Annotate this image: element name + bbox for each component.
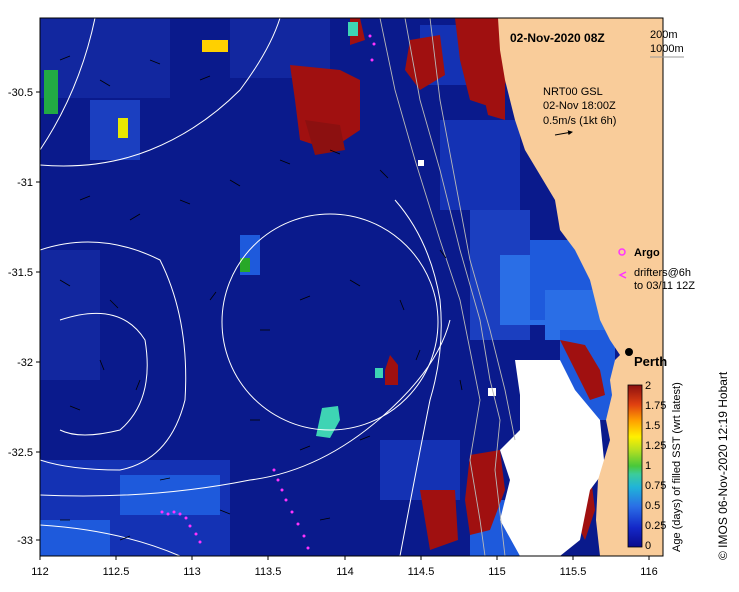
colorbar-title: Age (days) of filled SST (wrt latest) [671, 382, 683, 552]
x-tick-label: 114 [336, 566, 354, 578]
x-tick-label: 116 [640, 566, 658, 578]
drifters-legend-range: to 03/11 12Z [634, 280, 695, 292]
colorbar-tick: 0.75 [645, 480, 666, 492]
x-tick-label: 112.5 [103, 566, 130, 578]
perth-label: Perth [634, 354, 667, 369]
colorbar-tick: 0 [645, 540, 651, 552]
current-scale-label: 0.5m/s (1kt 6h) [543, 115, 616, 127]
colorbar-labels: 0 0.25 0.5 0.75 1 1.25 1.5 1.75 2 [645, 380, 666, 552]
colorbar-tick: 1.75 [645, 400, 666, 412]
colorbar [627, 384, 643, 548]
imos-credit: © IMOS 06-Nov-2020 12:19 Hobart [716, 371, 730, 560]
drifter-tracks [160, 34, 376, 550]
colorbar-tick: 1.25 [645, 440, 666, 452]
date-title: 02-Nov-2020 08Z [510, 31, 605, 45]
y-tick-label: -31.5 [8, 267, 33, 279]
current-source-label: NRT00 GSL [543, 86, 603, 98]
x-tick-label: 115 [488, 566, 506, 578]
current-vectors [59, 55, 463, 541]
drifters-legend-label: drifters@6h [634, 267, 691, 279]
y-tick-label: -30.5 [8, 87, 33, 99]
y-axis-labels: -30.5 -31 -31.5 -32 -32.5 -33 [8, 87, 33, 547]
x-tick-label: 115.5 [560, 566, 587, 578]
colorbar-tick: 0.5 [645, 500, 660, 512]
y-tick-label: -31 [17, 177, 33, 189]
isobath-200m-label: 200m [650, 29, 678, 41]
current-time-label: 02-Nov 18:00Z [543, 100, 616, 112]
current-scale-arrow [554, 130, 573, 136]
colorbar-tick: 1 [645, 460, 651, 472]
isobath-1000m-label: 1000m [650, 43, 684, 55]
axis-ticks [36, 91, 650, 560]
sst-contours [40, 18, 451, 556]
x-axis-labels: 112 112.5 113 113.5 114 114.5 115 115.5 … [31, 566, 658, 578]
land-mass [498, 18, 663, 556]
y-tick-label: -32 [17, 357, 33, 369]
colorbar-tick: 1.5 [645, 420, 660, 432]
x-tick-label: 113.5 [255, 566, 282, 578]
argo-legend-icon [618, 248, 626, 256]
x-tick-label: 113 [183, 566, 201, 578]
colorbar-tick: 0.25 [645, 520, 666, 532]
y-tick-label: -32.5 [8, 447, 33, 459]
y-tick-label: -33 [17, 535, 33, 547]
x-tick-label: 114.5 [408, 566, 435, 578]
plot-frame [39, 17, 664, 557]
perth-marker-icon [625, 348, 633, 356]
isobath-lines [379, 18, 516, 556]
no-data-areas [418, 160, 605, 556]
colorbar-tick: 2 [645, 380, 651, 392]
x-tick-label: 112 [31, 566, 49, 578]
drifter-legend-icon [618, 271, 627, 279]
argo-legend-label: Argo [634, 247, 660, 259]
